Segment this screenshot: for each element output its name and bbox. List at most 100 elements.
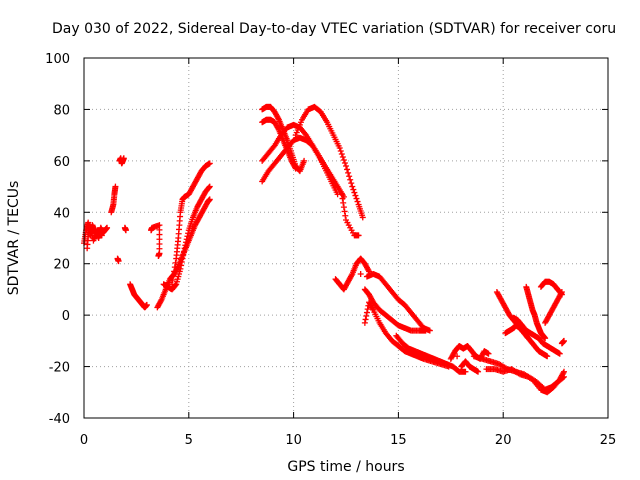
data-point: [171, 268, 178, 275]
data-point: [346, 173, 353, 180]
data-point: [171, 264, 178, 271]
data-point: [347, 176, 354, 183]
data-point: [544, 353, 551, 360]
data-point: [357, 271, 364, 277]
chart-title: Day 030 of 2022, Sidereal Day-to-day VTE…: [52, 21, 616, 37]
data-point: [291, 164, 298, 171]
series-dip-2-3h: [127, 222, 163, 311]
series-descent-d: [393, 332, 469, 375]
series-rise-c: [169, 160, 213, 288]
data-point: [177, 265, 184, 272]
series-right-arm: [537, 278, 567, 347]
y-tick-label: 80: [53, 103, 70, 118]
data-point: [104, 224, 111, 231]
data-point: [349, 183, 356, 190]
data-point: [302, 130, 309, 137]
data-point: [340, 199, 347, 206]
data-point: [98, 231, 105, 238]
series-tail-b: [483, 366, 567, 393]
y-tick-label: 40: [53, 206, 70, 221]
data-point: [120, 155, 127, 162]
series-descent-b: [363, 271, 433, 334]
data-point: [338, 151, 345, 157]
series-rise-21-22h: [502, 283, 549, 342]
data-point: [341, 160, 348, 166]
data-point: [353, 195, 360, 202]
data-point: [343, 163, 349, 169]
data-point: [170, 272, 177, 279]
plot-frame: [83, 57, 609, 419]
data-point: [363, 309, 370, 316]
data-point: [361, 319, 368, 326]
data-point: [558, 290, 565, 297]
data-point: [485, 350, 492, 357]
data-point: [206, 183, 213, 190]
data-point: [275, 125, 282, 132]
data-point: [155, 253, 162, 259]
y-tick-label: 100: [45, 52, 70, 67]
y-tick-label: 60: [53, 155, 70, 170]
y-tick-label: -40: [49, 412, 70, 427]
data-point: [180, 252, 187, 259]
x-tick-label: 25: [600, 433, 617, 448]
y-tick-label: 0: [62, 309, 70, 324]
data-point: [454, 353, 461, 360]
data-point: [365, 267, 372, 274]
data-point: [560, 368, 567, 375]
data-point: [350, 186, 357, 193]
series-rise-b: [160, 183, 213, 293]
data-point: [502, 330, 509, 337]
data-points: [81, 103, 567, 396]
data-point: [542, 335, 549, 342]
grid: [84, 58, 608, 418]
data-point: [560, 373, 567, 380]
data-point: [359, 214, 366, 221]
x-tick-label: 15: [390, 433, 407, 448]
data-point: [344, 166, 351, 173]
data-point: [348, 180, 355, 187]
data-point: [178, 262, 185, 269]
data-point: [185, 230, 192, 237]
data-point: [206, 184, 213, 191]
data-point: [475, 368, 482, 375]
data-point: [339, 195, 346, 202]
data-point: [181, 245, 188, 252]
series-arc-low: [259, 134, 341, 198]
series-scatter-12-13h: [332, 191, 373, 293]
data-point: [363, 313, 370, 319]
data-point: [558, 340, 565, 347]
x-axis-title: GPS time / hours: [287, 459, 404, 475]
data-point: [354, 198, 361, 205]
data-point: [184, 233, 191, 240]
data-point: [206, 160, 213, 167]
data-point: [169, 277, 176, 283]
series-early-cluster: [81, 219, 111, 252]
data-point: [206, 196, 213, 203]
data-point: [98, 232, 105, 239]
x-tick-label: 20: [495, 433, 512, 448]
x-tick-label: 0: [80, 433, 88, 448]
series-arc-high: [292, 103, 366, 221]
data-point: [369, 305, 376, 312]
data-point: [172, 259, 179, 266]
data-point: [340, 157, 347, 163]
y-tick-label: 20: [53, 258, 70, 273]
data-point: [169, 281, 176, 288]
data-point: [351, 189, 358, 196]
data-point: [338, 191, 345, 198]
data-point: [559, 374, 566, 381]
data-point: [355, 232, 362, 239]
data-point: [112, 183, 119, 190]
data-point: [182, 242, 189, 249]
series-loop-20h-b: [510, 314, 563, 357]
data-point: [352, 192, 359, 199]
data-point: [345, 169, 352, 176]
data-point: [426, 327, 433, 334]
data-point: [339, 154, 346, 160]
data-point: [558, 289, 565, 295]
y-axis-title: SDTVAR / TECUs: [6, 181, 22, 296]
x-tick-label: 5: [185, 433, 193, 448]
axis-ticks: -40 -20 0 20 40 60 80 100 0 5 10 15 20 25: [45, 52, 616, 448]
data-point: [340, 204, 347, 211]
